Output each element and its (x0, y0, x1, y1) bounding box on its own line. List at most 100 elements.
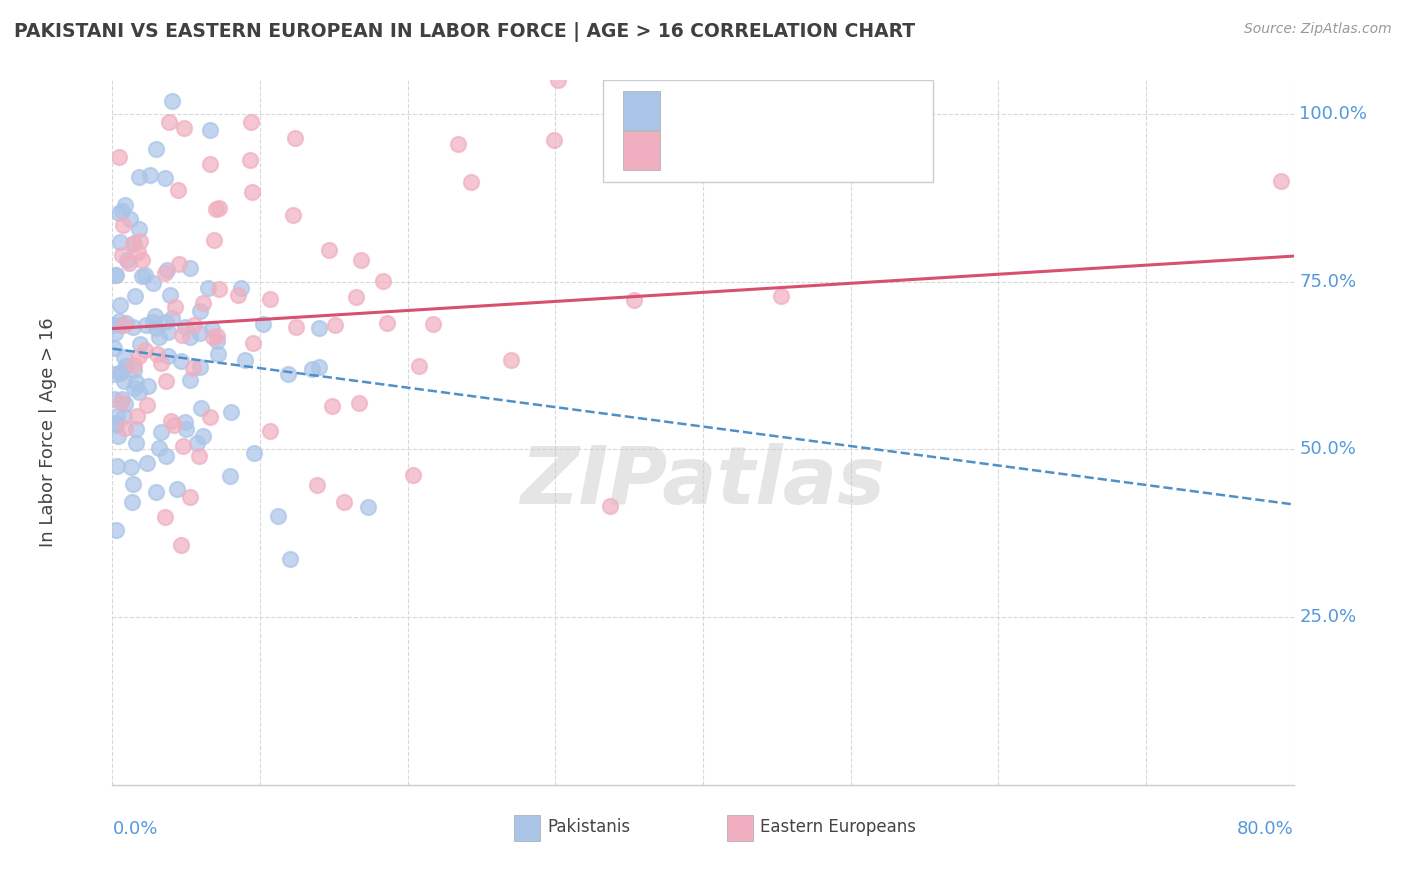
Point (187, 450, 209, 464)
Point (347, 396, 370, 410)
Point (118, 256, 141, 270)
Point (308, 359, 330, 374)
Point (599, 499, 621, 513)
Point (235, 352, 257, 367)
Point (179, 261, 201, 276)
Point (193, 429, 215, 443)
Point (308, 320, 330, 334)
Point (103, 392, 125, 406)
Text: R = -0.123   N = 102: R = -0.123 N = 102 (673, 102, 891, 120)
Point (188, 304, 211, 318)
Point (402, 467, 425, 482)
Point (125, 436, 148, 450)
Point (148, 441, 170, 455)
Point (120, 459, 142, 474)
Point (128, 349, 150, 363)
Point (174, 422, 197, 436)
Point (188, 360, 211, 375)
Point (318, 244, 340, 258)
Point (219, 469, 242, 483)
Point (114, 396, 136, 410)
Point (135, 398, 157, 412)
Text: Source: ZipAtlas.com: Source: ZipAtlas.com (1244, 22, 1392, 37)
Point (239, 114, 262, 128)
Point (169, 538, 191, 552)
Point (124, 235, 146, 250)
Point (231, 281, 253, 295)
Point (284, 319, 307, 334)
Point (125, 409, 148, 423)
Point (321, 399, 343, 413)
Point (150, 356, 173, 370)
Point (162, 310, 184, 325)
Point (191, 295, 214, 310)
Point (197, 281, 219, 295)
Point (301, 362, 323, 376)
Bar (623, 91, 661, 130)
Point (239, 153, 262, 168)
Point (208, 282, 231, 296)
Point (153, 266, 176, 280)
Point (125, 375, 148, 389)
Point (108, 298, 131, 312)
Point (142, 277, 165, 291)
Point (305, 478, 328, 492)
Point (202, 234, 225, 248)
Point (107, 429, 129, 443)
Point (128, 222, 150, 236)
Point (127, 244, 149, 259)
Point (110, 365, 132, 379)
Point (172, 439, 194, 453)
Point (259, 424, 281, 438)
Point (134, 343, 156, 357)
Point (333, 495, 356, 509)
Point (138, 378, 160, 392)
Point (167, 183, 190, 197)
Point (110, 318, 132, 333)
Point (157, 349, 180, 363)
Point (201, 330, 224, 344)
Text: Eastern Europeans: Eastern Europeans (759, 818, 915, 836)
Point (122, 358, 145, 372)
Point (179, 490, 201, 504)
Bar (623, 131, 661, 170)
Point (105, 409, 128, 424)
Point (131, 269, 153, 284)
Point (142, 315, 165, 329)
Point (122, 381, 145, 395)
Point (201, 322, 224, 336)
Point (166, 482, 188, 496)
Point (163, 418, 186, 433)
Point (207, 346, 229, 360)
Point (167, 257, 190, 271)
Point (160, 414, 183, 428)
Point (259, 293, 281, 307)
Text: 25.0%: 25.0% (1299, 608, 1357, 626)
Point (252, 317, 274, 331)
Point (103, 341, 125, 355)
Point (114, 316, 136, 330)
Point (111, 392, 134, 406)
Point (105, 523, 128, 537)
Point (267, 509, 290, 524)
Point (104, 326, 127, 340)
Point (422, 317, 444, 331)
Point (181, 361, 204, 376)
Point (105, 418, 128, 433)
Point (108, 366, 131, 380)
Point (150, 425, 173, 439)
Text: 0.0%: 0.0% (112, 821, 157, 838)
Point (134, 268, 156, 283)
Text: ZIPatlas: ZIPatlas (520, 443, 886, 521)
Point (155, 510, 177, 524)
Point (131, 252, 153, 267)
Bar (727, 814, 752, 841)
Point (547, 73, 569, 87)
Point (121, 319, 143, 334)
Point (208, 201, 231, 215)
Point (114, 420, 136, 434)
Text: Pakistanis: Pakistanis (547, 818, 630, 836)
Point (174, 415, 197, 429)
Point (1270, 174, 1292, 188)
Point (283, 131, 305, 145)
